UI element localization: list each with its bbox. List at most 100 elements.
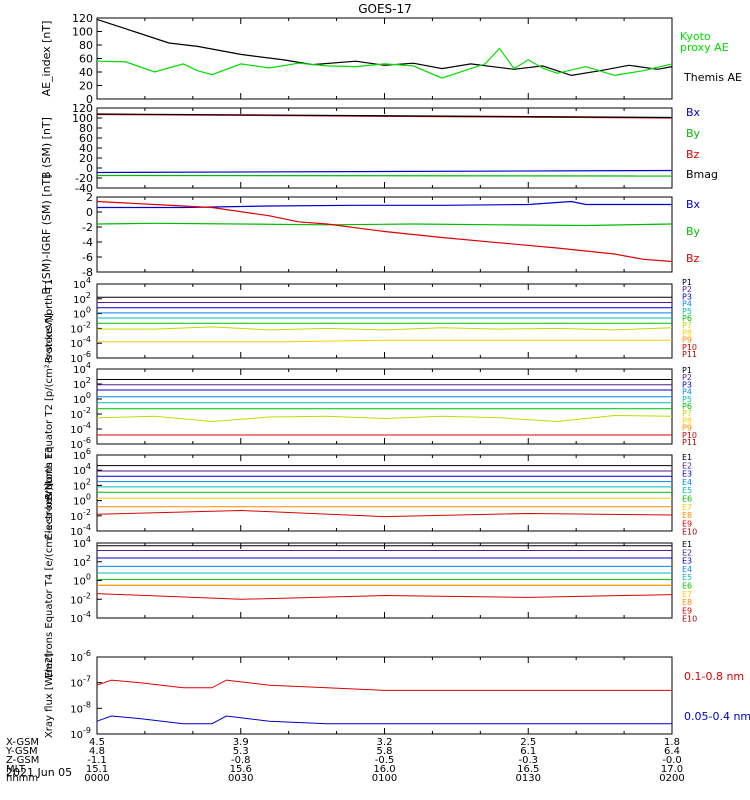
legend-proton-t2-p1: P1 (682, 366, 692, 375)
y-tick-label: 40 (79, 142, 93, 155)
legend-proton-t1-p6: P6 (682, 314, 692, 323)
y-tick-label: 120 (72, 102, 93, 115)
y-tick-label: 104 (73, 462, 91, 477)
y-tick-label: 10-4 (70, 335, 91, 350)
legend-xray-short: 0.05-0.4 nm (684, 710, 750, 723)
panel-frame (96, 656, 673, 735)
ephem-cell: -0.5 (375, 755, 395, 766)
y-tick-label: -8 (82, 266, 93, 279)
series-line-p7 (96, 414, 673, 423)
legend-electron-t4-e7: E7 (682, 590, 692, 599)
legend-proton-t1-p3: P3 (682, 292, 692, 301)
legend-b-sm-0: Bx (686, 106, 701, 119)
legend-electron-t3-e2: E2 (682, 461, 692, 470)
ephem-row-label: Z-GSM (6, 755, 39, 766)
panel-frame (96, 283, 673, 359)
y-tick-label: 100 (73, 391, 91, 406)
legend-proton-t2-p7: P7 (682, 409, 692, 418)
legend-proton-t2-p4: P4 (682, 388, 692, 397)
legend-kyoto: Kyoto (680, 30, 711, 43)
y-tick-label: -2 (82, 221, 93, 234)
ephem-cell: 6.1 (520, 746, 536, 757)
legend-electron-t4-e5: E5 (682, 573, 692, 582)
y-tick-label: 60 (79, 53, 93, 66)
ephem-cell: 0000 (84, 773, 109, 784)
series-line-btot (96, 113, 673, 119)
legend-proton-t1-p9: P9 (682, 336, 692, 345)
y-tick-label: -6 (82, 251, 93, 264)
y-tick-label: 100 (72, 112, 93, 125)
legend-proxy-ae: proxy AE (680, 41, 729, 54)
series-line-bz (96, 200, 673, 263)
legend-electron-t4-e1: E1 (682, 540, 692, 549)
legend-proton-t1-p5: P5 (682, 307, 692, 316)
legend-proton-t2-p2: P2 (682, 373, 692, 382)
chart-title: GOES-17 (358, 2, 412, 16)
legend-electron-t4-e2: E2 (682, 548, 692, 557)
legend-proton-t2-p10: P10 (682, 431, 697, 440)
y-tick-label: 60 (79, 132, 93, 145)
panel-frame (96, 196, 673, 273)
ephem-cell: 4.8 (89, 746, 105, 757)
ephem-row-label: hhmm (6, 773, 38, 784)
series-line-bx (96, 169, 673, 174)
y-tick-label: 0 (86, 93, 93, 106)
y-tick-label: 102 (73, 477, 91, 492)
y-axis-label: Protons North T1 (44, 279, 55, 363)
panel-frame (96, 368, 673, 445)
ephem-cell: 5.3 (233, 746, 249, 757)
panel-frame (96, 17, 673, 100)
y-tick-label: 100 (72, 26, 93, 39)
legend-proton-t2-p5: P5 (682, 395, 692, 404)
ephem-cell: 5.8 (377, 746, 393, 757)
y-axis-label: Xray flux [W/m2] (44, 653, 55, 738)
ephem-cell: 16.0 (373, 764, 395, 775)
ephem-cell: 3.2 (377, 737, 393, 748)
ephem-row-label: Y-GSM (5, 746, 38, 757)
y-tick-label: 10-2 (70, 320, 91, 335)
panel-frame (96, 542, 673, 619)
series-line-by (96, 222, 673, 227)
series-line-p8 (97, 339, 672, 343)
legend-electron-t3-e6: E6 (682, 495, 692, 504)
ephem-cell: 0030 (228, 773, 253, 784)
legend-electron-t4-e6: E6 (682, 582, 692, 591)
series-line-e9 (96, 509, 673, 518)
ephem-cell: 15.1 (86, 764, 108, 775)
y-tick-label: 2 (86, 191, 93, 204)
legend-electron-t3-e7: E7 (682, 503, 692, 512)
series-line-p7 (97, 326, 673, 331)
ephem-cell: -0.0 (662, 755, 682, 766)
y-tick-label: 10-2 (70, 508, 91, 523)
y-tick-label: 100 (73, 573, 91, 588)
legend-b-igrf-1: By (686, 225, 701, 238)
y-tick-label: 102 (73, 376, 91, 391)
ephem-cell: 3.9 (233, 737, 249, 748)
legend-proton-t2-p9: P9 (682, 424, 692, 433)
legend-electron-t4-e4: E4 (682, 565, 692, 574)
legend-electron-t4-e9: E9 (682, 606, 692, 615)
legend-proton-t1-p8: P8 (682, 328, 692, 337)
y-tick-label: 0 (86, 162, 93, 175)
legend-electron-t4-e10: E10 (682, 615, 697, 624)
y-axis-label: Protons Equator T2 [p/(cm²-s-sr-keV)] (44, 313, 55, 500)
y-tick-label: 120 (72, 12, 93, 25)
ephem-cell: 1.8 (664, 737, 680, 748)
y-tick-label: 102 (73, 291, 91, 306)
legend-xray-long: 0.1-0.8 nm (684, 670, 744, 683)
ephem-cell: 16.5 (517, 764, 539, 775)
y-tick-label: -40 (75, 182, 93, 195)
series-line-by (96, 174, 673, 177)
y-axis-label: AE_index [nT] (40, 21, 53, 97)
legend-b-igrf-0: Bx (686, 198, 701, 211)
legend-b-sm-2: Bz (686, 148, 700, 161)
legend-b-sm-1: By (686, 127, 701, 140)
y-tick-label: 0 (86, 206, 93, 219)
ephem-cell: 0200 (659, 773, 684, 784)
legend-electron-t3-e8: E8 (682, 511, 692, 520)
ephem-cell: 2.5 (520, 737, 536, 748)
y-axis-label: B (SM) [nT] (40, 117, 53, 179)
ephem-cell: -1.1 (87, 755, 107, 766)
